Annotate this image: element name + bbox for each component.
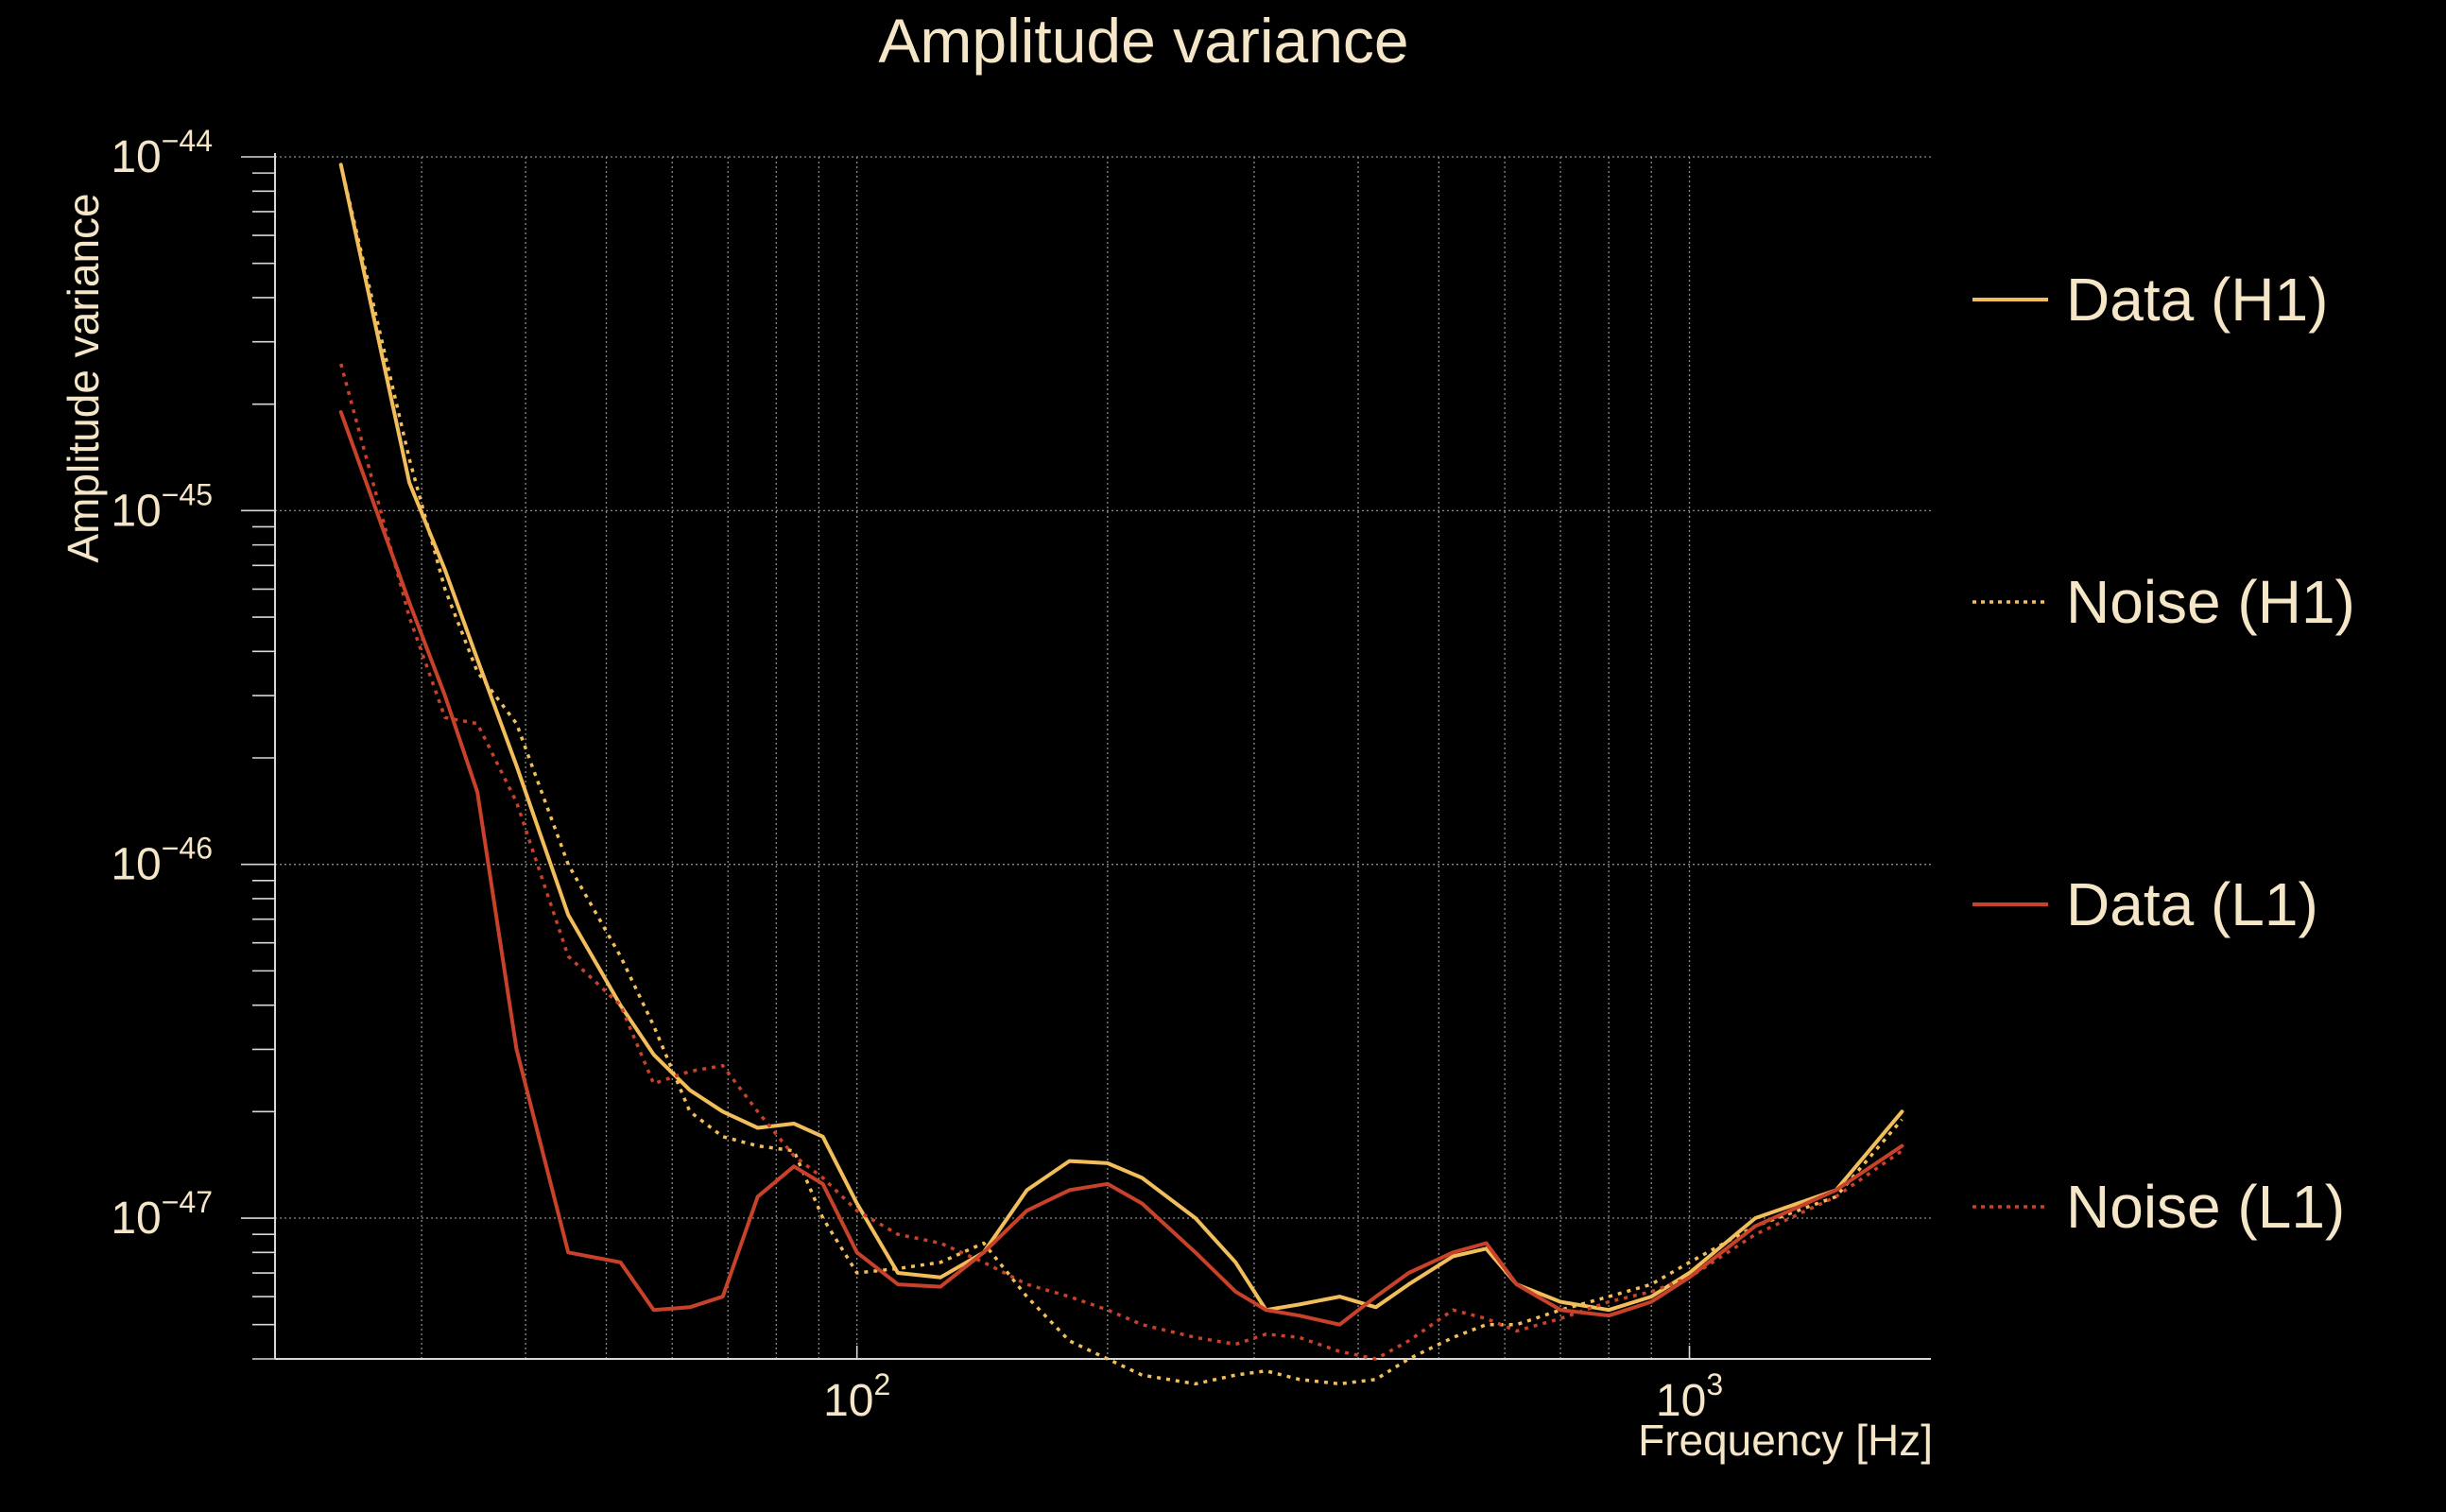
legend-label-data-l1: Data (L1): [2066, 870, 2318, 938]
legend: Data (H1) Noise (H1) Data (L1) Noise (L1): [1972, 266, 2355, 1241]
series-line-data-l1: [338, 410, 1904, 1327]
y-tick-label: 10−46: [111, 832, 213, 890]
series-line-noise-l1: [339, 363, 1903, 1361]
x-tick-label: 103: [1656, 1367, 1723, 1426]
legend-label-noise-l1: Noise (L1): [2066, 1173, 2345, 1241]
series-lines: [338, 163, 1904, 1386]
legend-label-data-h1: Data (H1): [2066, 266, 2328, 334]
x-axis-label: Frequency [Hz]: [1638, 1416, 1933, 1465]
tick-labels: 10−44 10−45 10−46 10−47 102 103: [111, 124, 1723, 1426]
axes: [241, 153, 1931, 1360]
y-tick-label: 10−44: [111, 124, 213, 182]
x-tick-label: 102: [823, 1367, 890, 1426]
grid: [274, 156, 1931, 1359]
chart-title: Amplitude variance: [878, 6, 1408, 76]
y-axis-label: Amplitude variance: [59, 193, 108, 562]
series-line-noise-h1: [338, 163, 1903, 1386]
y-tick-label: 10−47: [111, 1185, 213, 1244]
series-line-data-h1: [338, 163, 1904, 1313]
y-tick-label: 10−45: [111, 477, 213, 536]
legend-label-noise-h1: Noise (H1): [2066, 568, 2355, 636]
